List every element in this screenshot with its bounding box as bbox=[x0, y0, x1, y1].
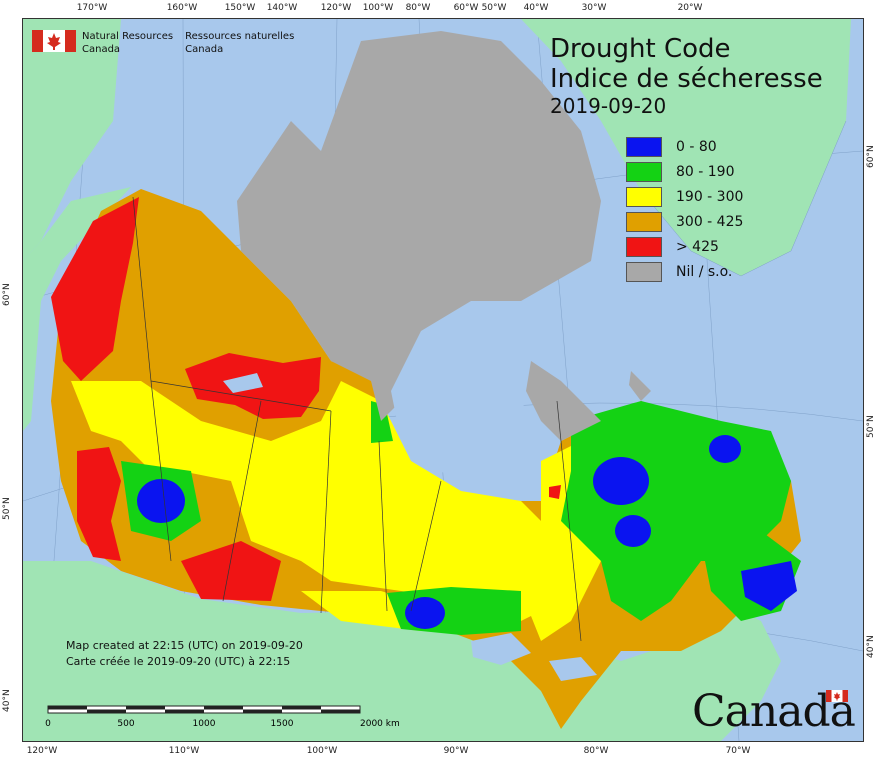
legend-swatch bbox=[626, 261, 662, 282]
tick-label: 160°W bbox=[166, 3, 198, 13]
agency-fr-line2: Canada bbox=[185, 44, 224, 55]
map-date: 2019-09-20 bbox=[550, 94, 667, 118]
provincial-boundaries bbox=[132, 196, 582, 642]
legend-swatch bbox=[626, 211, 662, 232]
scale-label: 500 bbox=[117, 719, 134, 729]
tick-label: 120°W bbox=[26, 746, 58, 756]
tick-label: 170°W bbox=[76, 3, 108, 13]
tick-label: 60°N bbox=[2, 283, 12, 306]
legend-swatch bbox=[626, 186, 662, 207]
zone-0-80 bbox=[405, 597, 445, 629]
agency-name-fr: Ressources naturelles Canada bbox=[185, 30, 294, 56]
tick-label: 80°W bbox=[583, 746, 609, 756]
legend-item: 80 - 190 bbox=[626, 159, 743, 184]
legend-label: 80 - 190 bbox=[676, 163, 735, 180]
tick-label: 20°W bbox=[677, 3, 703, 13]
tick-label: 50°N bbox=[866, 415, 876, 438]
legend-item: 0 - 80 bbox=[626, 134, 743, 159]
agency-en-line1: Natural Resources bbox=[82, 31, 174, 42]
credit-en: Map created at 22:15 (UTC) on 2019-09-20 bbox=[66, 639, 303, 652]
tick-label: 120°W bbox=[320, 3, 352, 13]
zone-0-80 bbox=[593, 457, 649, 505]
scale-label: 0 bbox=[45, 719, 51, 729]
credit-fr: Carte créée le 2019-09-20 (UTC) à 22:15 bbox=[66, 655, 291, 668]
tick-label: 40°N bbox=[866, 635, 876, 658]
legend-label: > 425 bbox=[676, 238, 719, 255]
great-lakes bbox=[549, 657, 597, 681]
zone-0-80 bbox=[615, 515, 651, 547]
tick-label: 70°W bbox=[725, 746, 751, 756]
alaska-land bbox=[23, 187, 131, 431]
greenland-land bbox=[521, 19, 851, 276]
title-en: Drought Code bbox=[550, 34, 731, 64]
zone-over-425 bbox=[181, 541, 281, 601]
legend-label: 0 - 80 bbox=[676, 138, 717, 155]
agency-en-line2: Canada bbox=[82, 44, 121, 55]
canada-flag-icon bbox=[32, 30, 76, 52]
tick-label: 140°W bbox=[266, 3, 298, 13]
zone-0-80 bbox=[137, 479, 185, 523]
tick-label: 60°W bbox=[453, 3, 479, 13]
zone-0-80 bbox=[741, 561, 797, 611]
zone-over-425 bbox=[77, 447, 121, 561]
legend-label: 300 - 425 bbox=[676, 213, 744, 230]
map-credit: Map created at 22:15 (UTC) on 2019-09-20… bbox=[66, 638, 303, 670]
tick-label: 80°W bbox=[405, 3, 431, 13]
map-title: Drought Code Indice de sécheresse bbox=[550, 34, 823, 94]
zone-over-425 bbox=[549, 485, 561, 499]
tick-label: 100°W bbox=[362, 3, 394, 13]
usa-land bbox=[23, 561, 781, 741]
legend-item: > 425 bbox=[626, 234, 743, 259]
scale-bar: 0 500 1000 1500 2000 km bbox=[45, 705, 400, 729]
great-slave-lake bbox=[223, 373, 263, 393]
tick-label: 30°W bbox=[581, 3, 607, 13]
agency-fr-line1: Ressources naturelles bbox=[185, 31, 295, 42]
agency-name-en: Natural Resources Canada bbox=[82, 30, 173, 56]
title-fr: Indice de sécheresse bbox=[550, 64, 823, 94]
scale-label: 2000 km bbox=[360, 719, 400, 729]
russia-land bbox=[23, 19, 121, 261]
agency-signature: Natural Resources Canada Ressources natu… bbox=[32, 30, 306, 56]
legend-item: 190 - 300 bbox=[626, 184, 743, 209]
legend-label: 190 - 300 bbox=[676, 188, 744, 205]
tick-label: 100°W bbox=[306, 746, 338, 756]
scale-label: 1000 bbox=[193, 719, 216, 729]
legend-item: 300 - 425 bbox=[626, 209, 743, 234]
tick-label: 60°N bbox=[866, 145, 876, 168]
zone-0-80 bbox=[709, 435, 741, 463]
wordmark-flag-icon bbox=[826, 690, 848, 702]
legend-label: Nil / s.o. bbox=[676, 263, 733, 280]
hudson-bay bbox=[391, 301, 541, 499]
drought-code-map bbox=[23, 19, 863, 741]
zone-80-190 bbox=[371, 401, 393, 443]
scale-label: 1500 bbox=[271, 719, 294, 729]
legend-swatch bbox=[626, 161, 662, 182]
tick-label: 150°W bbox=[224, 3, 256, 13]
coastline bbox=[640, 120, 847, 277]
zone-190-300 bbox=[71, 381, 561, 621]
tick-label: 40°W bbox=[523, 3, 549, 13]
legend-swatch bbox=[626, 136, 662, 157]
great-lakes bbox=[471, 633, 531, 665]
map-window bbox=[22, 18, 864, 742]
tick-label: 110°W bbox=[168, 746, 200, 756]
tick-label: 50°N bbox=[2, 497, 12, 520]
zone-nil bbox=[237, 31, 601, 421]
legend-swatch bbox=[626, 236, 662, 257]
zone-nil bbox=[629, 371, 651, 401]
tick-label: 50°W bbox=[481, 3, 507, 13]
legend: 0 - 80 80 - 190 190 - 300 300 - 425 > 42… bbox=[626, 134, 743, 284]
zone-over-425 bbox=[51, 197, 139, 381]
tick-label: 40°N bbox=[2, 689, 12, 712]
legend-item: Nil / s.o. bbox=[626, 259, 743, 284]
tick-label: 90°W bbox=[443, 746, 469, 756]
